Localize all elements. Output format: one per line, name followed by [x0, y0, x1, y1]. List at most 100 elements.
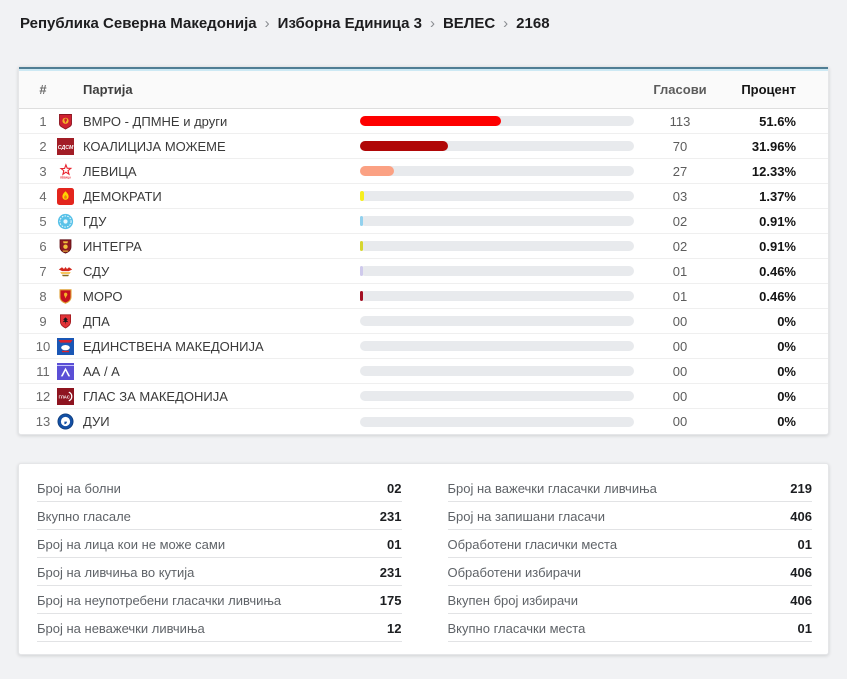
breadcrumb-separator-icon: › [503, 14, 509, 32]
card-accent-line-light [19, 69, 828, 71]
table-row: 3 ЛЕВИЦА ЛЕВИЦА 27 12.33% [19, 159, 828, 184]
party-name: ГЛАС ЗА МАКЕДОНИЈА [83, 388, 228, 404]
header-percent: Процент [741, 82, 796, 97]
stat-row: Број на болни 02 [37, 474, 402, 502]
table-row: 13 ДУИ 00 0% [19, 409, 828, 434]
stat-value: 406 [790, 593, 812, 608]
party-name: КОАЛИЦИЈА МОЖЕМЕ [83, 138, 226, 154]
stat-row: Вкупен број избирачи 406 [447, 586, 812, 614]
table-row: 7 СДУ 01 0.46% [19, 259, 828, 284]
vote-bar-track [360, 216, 634, 226]
breadcrumb-item-country[interactable]: Република Северна Македонија [20, 14, 257, 32]
row-rank: 13 [35, 414, 51, 429]
row-rank: 11 [36, 363, 50, 379]
aa-a-logo-icon [57, 362, 83, 380]
stat-row: Обработени гласички места 01 [447, 530, 812, 558]
table-row: 11 АА / А 00 0% [19, 359, 828, 384]
stat-row: Број на лица кои не може сами 01 [37, 530, 402, 558]
stat-row: Број на неважечки ливчиња 12 [37, 614, 402, 642]
stat-value: 406 [790, 509, 812, 524]
gdu-logo-icon [57, 213, 83, 230]
votes-value: 01 [672, 288, 688, 304]
row-rank: 1 [39, 113, 47, 129]
votes-value: 02 [672, 238, 688, 254]
row-rank: 9 [39, 313, 47, 329]
stat-label: Број на неупотребени гласачки ливчиња [37, 593, 282, 608]
vote-bar-fill [360, 166, 394, 176]
row-rank: 5 [39, 213, 47, 229]
percent-value: 0.91% [759, 213, 796, 229]
breadcrumb-item-municipality[interactable]: ВЕЛЕС [442, 14, 496, 32]
vote-bar-track [360, 341, 634, 351]
percent-value: 0% [777, 363, 796, 379]
party-name: МОРО [83, 288, 123, 304]
vote-bar-track [360, 241, 634, 251]
votes-value: 02 [672, 213, 688, 229]
percent-value: 1.37% [759, 188, 796, 204]
row-rank: 3 [39, 163, 47, 179]
stat-value: 406 [790, 565, 812, 580]
party-name: ЕДИНСТВЕНА МАКЕДОНИЈА [83, 338, 264, 354]
table-row: 10 ЕДИНСТВЕНА МАКЕДОНИЈА 00 0% [19, 334, 828, 359]
stat-value: 01 [797, 537, 812, 552]
party-name: ДЕМОКРАТИ [83, 188, 162, 204]
stat-label: Број на неважечки ливчиња [37, 621, 205, 636]
breadcrumb-item-electoral-unit[interactable]: Изборна Единица 3 [277, 14, 422, 32]
votes-value: 70 [672, 138, 688, 154]
percent-value: 51.6% [759, 113, 796, 129]
stat-label: Број на ливчиња во кутија [37, 565, 195, 580]
votes-value: 00 [672, 414, 688, 429]
stat-row: Вкупно гласачки места 01 [447, 614, 812, 642]
row-rank: 6 [39, 238, 47, 254]
row-rank: 2 [39, 138, 47, 154]
vote-bar-track [360, 291, 634, 301]
percent-value: 0% [777, 388, 796, 404]
row-rank: 4 [39, 188, 47, 204]
vote-bar-fill [360, 291, 363, 301]
header-rank: # [39, 82, 47, 97]
percent-value: 0% [777, 313, 796, 329]
votes-value: 00 [672, 363, 688, 379]
moro-logo-icon [57, 288, 83, 305]
table-row: 9 ДПА 00 0% [19, 309, 828, 334]
stat-value: 231 [379, 565, 402, 580]
stat-label: Обработени гласички места [447, 537, 618, 552]
integra-logo-icon [57, 238, 83, 255]
stat-row: Број на ливчиња во кутија 231 [37, 558, 402, 586]
stat-row: Вкупно гласале 231 [37, 502, 402, 530]
vote-bar-track [360, 316, 634, 326]
vote-bar-fill [360, 141, 448, 151]
vote-bar-track [360, 416, 634, 427]
percent-value: 0.46% [759, 263, 796, 279]
party-name: АА / А [83, 363, 120, 379]
demokrati-logo-icon [57, 187, 83, 205]
votes-value: 27 [672, 163, 688, 179]
table-header-row: # Партија Гласови Процент [19, 71, 828, 109]
stat-value: 231 [379, 509, 402, 524]
statistics-left-column: Број на болни 02 Вкупно гласале 231 Број н… [37, 474, 402, 642]
stat-value: 02 [387, 481, 402, 496]
row-rank: 12 [35, 388, 51, 404]
vote-bar-track [360, 366, 634, 376]
party-name: ДПА [83, 313, 110, 329]
vmro-dpmne-logo-icon [57, 113, 83, 130]
table-row: 5 ГДУ 02 0.91% [19, 209, 828, 234]
vote-bar-track [360, 166, 634, 176]
stat-row: Број на важечки гласачки ливчиња 219 [447, 474, 812, 502]
breadcrumb-separator-icon: › [264, 14, 270, 32]
breadcrumb-item-polling-station: 2168 [516, 14, 550, 32]
percent-value: 12.33% [751, 163, 796, 179]
vote-bar-track [360, 191, 634, 201]
svg-text:ГЛАС: ГЛАС [59, 394, 70, 399]
votes-value: 03 [672, 188, 688, 204]
vote-bar-track [360, 266, 634, 276]
statistics-card: Број на болни 02 Вкупно гласале 231 Број н… [18, 463, 829, 655]
stat-label: Број на важечки гласачки ливчиња [447, 481, 657, 496]
party-name: СДУ [83, 263, 110, 279]
votes-value: 00 [672, 338, 688, 354]
stat-label: Вкупно гласачки места [447, 621, 586, 636]
edinstvena-makedonija-logo-icon [57, 337, 83, 355]
stat-row: Обработени избирачи 406 [447, 558, 812, 586]
table-row: 4 ДЕМОКРАТИ 03 1.37% [19, 184, 828, 209]
stat-label: Обработени избирачи [447, 565, 582, 580]
